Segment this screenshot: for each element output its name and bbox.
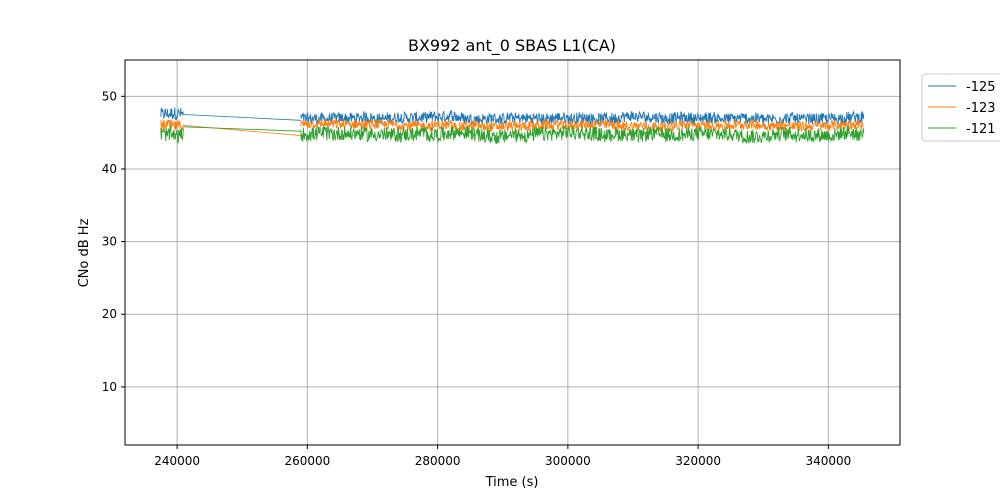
y-axis-label: CNo dB Hz: [77, 218, 92, 287]
chart-title: BX992 ant_0 SBAS L1(CA): [408, 36, 616, 56]
y-tick-label: 40: [102, 162, 117, 176]
y-tick-label: 20: [102, 307, 117, 321]
legend: -125 -123 -121: [921, 73, 1000, 142]
x-tick-label: 240000: [154, 454, 200, 468]
series-gap-line: [183, 124, 301, 136]
x-tick-label: 280000: [415, 454, 461, 468]
x-tick-label: 300000: [545, 454, 591, 468]
x-tick-label: 260000: [284, 454, 330, 468]
y-tick-label: 10: [102, 380, 117, 394]
legend-label: -125: [966, 80, 996, 95]
series-gap-line: [183, 126, 301, 132]
series-trace: [300, 125, 865, 145]
ticks: 240000 260000 280000 300000 320000 340000 10 20…: [102, 89, 852, 468]
series-gap-line: [183, 114, 301, 121]
plot-area: [160, 107, 865, 145]
legend-box: [921, 73, 1000, 142]
series-trace: [160, 119, 184, 131]
x-axis-label: Time (s): [485, 475, 539, 490]
series-trace: [160, 107, 184, 121]
y-tick-label: 50: [102, 89, 117, 103]
x-tick-label: 340000: [805, 454, 851, 468]
legend-label: -123: [966, 101, 996, 116]
series-trace: [160, 126, 184, 144]
y-tick-label: 30: [102, 235, 117, 249]
series-line--121: [160, 125, 865, 145]
x-tick-label: 320000: [675, 454, 721, 468]
legend-label: -121: [966, 122, 996, 137]
axes-frame: [124, 59, 901, 446]
